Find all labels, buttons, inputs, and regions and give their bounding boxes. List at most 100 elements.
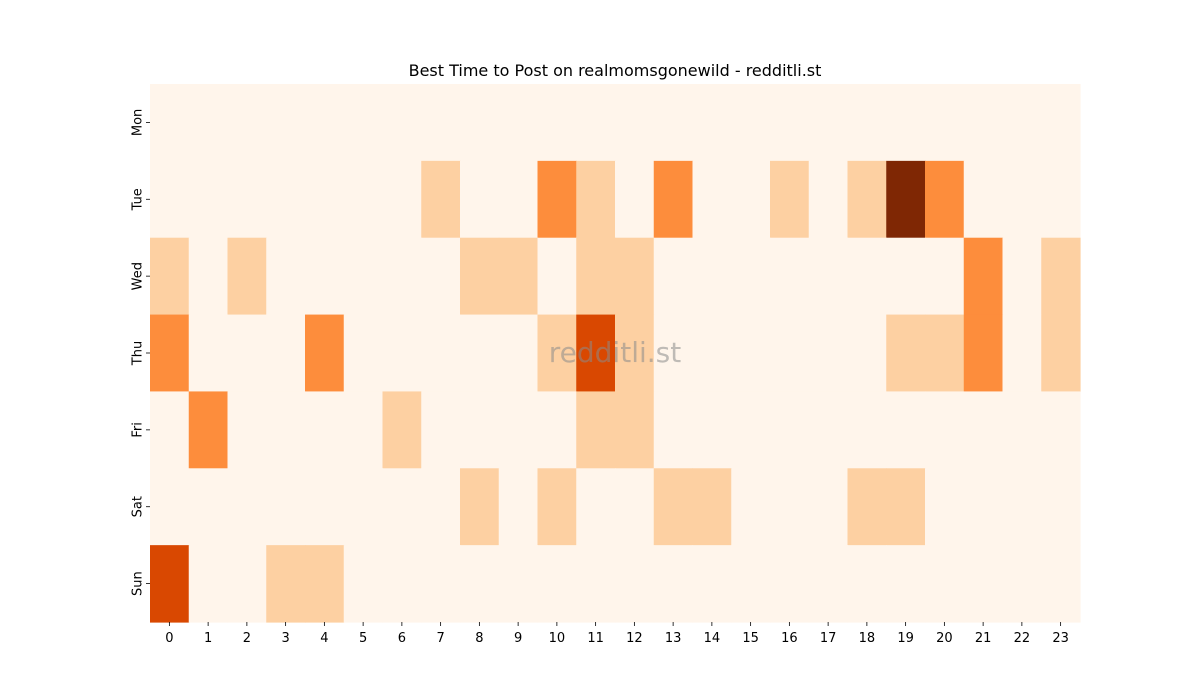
heatmap-cell-wed-2 (227, 237, 267, 316)
heatmap-cell-wed-18 (847, 237, 887, 316)
heatmap-cell-mon-19 (886, 84, 926, 162)
x-tick-label: 14 (704, 631, 721, 646)
heatmap-cell-mon-4 (305, 84, 345, 162)
heatmap-cell-fri-5 (343, 391, 384, 469)
heatmap-cell-sat-21 (963, 468, 1004, 546)
heatmap-cell-sun-21 (963, 545, 1004, 623)
heatmap-cell-thu-12 (615, 314, 655, 393)
heatmap-cell-fri-18 (847, 391, 887, 469)
heatmap-cell-tue-14 (692, 160, 732, 239)
heatmap-cell-fri-7 (421, 391, 461, 469)
x-tick-label: 17 (820, 631, 837, 646)
x-tick-label: 2 (243, 631, 251, 646)
heatmap-cell-fri-9 (498, 391, 539, 469)
x-tick-label: 9 (514, 631, 522, 646)
x-tick-label: 13 (665, 631, 682, 646)
heatmap-cell-wed-14 (692, 237, 732, 316)
heatmap-cell-tue-1 (188, 160, 229, 239)
heatmap-cell-wed-16 (770, 237, 810, 316)
y-tick-label: Thu (131, 341, 146, 366)
heatmap-cell-sat-20 (925, 468, 965, 546)
heatmap-cell-sun-1 (188, 545, 229, 623)
heatmap-cell-fri-12 (615, 391, 655, 469)
heatmap-cell-mon-0 (150, 84, 190, 162)
heatmap-cell-thu-9 (498, 314, 539, 393)
heatmap-cell-sat-19 (886, 468, 926, 546)
heatmap-cell-thu-23 (1041, 314, 1081, 393)
heatmap-cell-sun-2 (227, 545, 267, 623)
heatmap-cell-mon-5 (343, 84, 384, 162)
x-tick-label: 11 (587, 631, 604, 646)
heatmap-cell-tue-0 (150, 160, 190, 239)
heatmap-cell-fri-21 (963, 391, 1004, 469)
heatmap-cells (150, 84, 1081, 623)
heatmap-cell-thu-17 (808, 314, 849, 393)
heatmap-cell-thu-5 (343, 314, 384, 393)
heatmap-cell-fri-0 (150, 391, 190, 469)
heatmap-cell-tue-12 (615, 160, 655, 239)
heatmap-cell-sun-3 (266, 545, 306, 623)
x-tick-label: 10 (549, 631, 566, 646)
heatmap-cell-thu-8 (460, 314, 500, 393)
heatmap-cell-sun-23 (1041, 545, 1081, 623)
heatmap-cell-fri-3 (266, 391, 306, 469)
heatmap-cell-fri-6 (382, 391, 422, 469)
heatmap-cell-tue-3 (266, 160, 306, 239)
x-tick-label: 7 (436, 631, 444, 646)
heatmap-cell-sat-17 (808, 468, 849, 546)
heatmap-cell-thu-21 (963, 314, 1004, 393)
heatmap-cell-sun-19 (886, 545, 926, 623)
heatmap-cell-fri-1 (188, 391, 229, 469)
heatmap-cell-sun-16 (770, 545, 810, 623)
heatmap-cell-tue-23 (1041, 160, 1081, 239)
heatmap-cell-sat-4 (305, 468, 345, 546)
heatmap-cell-thu-16 (770, 314, 810, 393)
heatmap-cell-sun-22 (1002, 545, 1042, 623)
heatmap-cell-tue-18 (847, 160, 887, 239)
heatmap-cell-mon-2 (227, 84, 267, 162)
heatmap-cell-sun-14 (692, 545, 732, 623)
heatmap-cell-tue-6 (382, 160, 422, 239)
heatmap-cell-sun-5 (343, 545, 384, 623)
heatmap-cell-mon-3 (266, 84, 306, 162)
heatmap-cell-thu-2 (227, 314, 267, 393)
y-tick-label: Mon (131, 109, 146, 136)
x-tick-label: 16 (781, 631, 798, 646)
heatmap-cell-sun-6 (382, 545, 422, 623)
heatmap-cell-wed-11 (576, 237, 616, 316)
heatmap-cell-sat-1 (188, 468, 229, 546)
heatmap-cell-fri-14 (692, 391, 732, 469)
heatmap-cell-thu-22 (1002, 314, 1042, 393)
heatmap-cell-fri-10 (537, 391, 577, 469)
x-tick-label: 18 (859, 631, 876, 646)
heatmap-cell-wed-9 (498, 237, 539, 316)
heatmap-cell-thu-20 (925, 314, 965, 393)
heatmap-cell-tue-16 (770, 160, 810, 239)
y-tick-label: Sun (131, 571, 146, 596)
heatmap-cell-wed-4 (305, 237, 345, 316)
heatmap-cell-tue-4 (305, 160, 345, 239)
heatmap-cell-sat-10 (537, 468, 577, 546)
heatmap-cell-thu-18 (847, 314, 887, 393)
heatmap-cell-sun-11 (576, 545, 616, 623)
y-tick-label: Wed (131, 262, 146, 290)
heatmap-cell-thu-19 (886, 314, 926, 393)
heatmap-cell-sat-22 (1002, 468, 1042, 546)
x-tick-label: 1 (204, 631, 212, 646)
heatmap-cell-wed-23 (1041, 237, 1081, 316)
heatmap-cell-fri-23 (1041, 391, 1081, 469)
heatmap-cell-sun-15 (731, 545, 771, 623)
x-tick-label: 8 (475, 631, 483, 646)
heatmap-cell-wed-0 (150, 237, 190, 316)
heatmap-cell-mon-14 (692, 84, 732, 162)
heatmap-cell-mon-9 (498, 84, 539, 162)
heatmap-cell-wed-7 (421, 237, 461, 316)
y-tick-label: Sat (131, 496, 146, 517)
heatmap-cell-mon-13 (653, 84, 694, 162)
heatmap-cell-tue-9 (498, 160, 539, 239)
heatmap-cell-sun-20 (925, 545, 965, 623)
heatmap-cell-fri-4 (305, 391, 345, 469)
heatmap-cell-wed-20 (925, 237, 965, 316)
heatmap-cell-tue-7 (421, 160, 461, 239)
heatmap-cell-sun-4 (305, 545, 345, 623)
